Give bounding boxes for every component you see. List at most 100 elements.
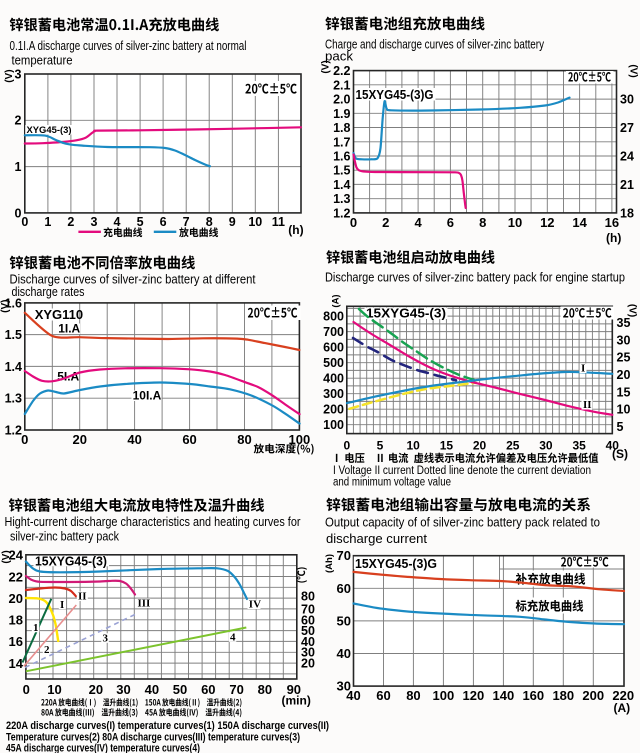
svg-text:1: 1	[33, 622, 39, 634]
svg-text:(Ah): (Ah)	[324, 554, 335, 573]
svg-text:1.4: 1.4	[333, 178, 350, 192]
svg-text:(V): (V)	[627, 304, 638, 317]
svg-text:4: 4	[230, 632, 236, 644]
svg-text:50: 50	[301, 624, 315, 638]
svg-text:2.1: 2.1	[333, 78, 350, 92]
svg-text:70: 70	[229, 682, 243, 697]
svg-text:500: 500	[323, 356, 344, 370]
svg-text:14: 14	[572, 215, 587, 230]
svg-text:5: 5	[377, 439, 384, 453]
svg-text:10: 10	[617, 403, 631, 417]
svg-text:25: 25	[617, 351, 631, 365]
svg-text:15XYG45-(3)G: 15XYG45-(3)G	[356, 87, 434, 102]
svg-text:10: 10	[407, 439, 421, 453]
svg-text:9: 9	[229, 215, 236, 229]
svg-text:11: 11	[272, 215, 285, 229]
svg-text:6: 6	[160, 215, 167, 229]
svg-text:15XYG45-(3)G: 15XYG45-(3)G	[355, 556, 437, 571]
svg-text:30: 30	[116, 682, 130, 697]
svg-text:400: 400	[323, 372, 344, 386]
svg-text:II: II	[78, 591, 87, 603]
svg-text:80: 80	[258, 682, 272, 697]
svg-text:40: 40	[337, 646, 351, 661]
svg-text:6: 6	[447, 215, 454, 230]
svg-text:(S): (S)	[612, 447, 628, 461]
svg-text:2: 2	[15, 114, 22, 128]
svg-text:0: 0	[23, 682, 30, 697]
svg-text:discharge rates: discharge rates	[12, 284, 85, 299]
svg-text:20: 20	[72, 432, 86, 447]
svg-text:200: 200	[323, 403, 344, 417]
svg-text:1.6: 1.6	[333, 149, 350, 163]
svg-text:100: 100	[433, 688, 455, 703]
svg-text:20: 20	[473, 439, 487, 453]
svg-text:(h): (h)	[288, 223, 303, 237]
svg-text:2: 2	[44, 644, 50, 656]
svg-text:20: 20	[89, 682, 103, 697]
svg-text:220A discharge curves(I) temp: 220A discharge curves(I) temperature cur…	[6, 720, 329, 732]
svg-text:30: 30	[337, 679, 351, 694]
svg-text:1.7: 1.7	[333, 135, 350, 149]
svg-text:35: 35	[617, 316, 631, 330]
svg-text:pack: pack	[325, 49, 354, 64]
svg-text:silver-zinc battery pack: silver-zinc battery pack	[10, 529, 119, 544]
svg-text:1I.A: 1I.A	[58, 322, 80, 336]
svg-text:1.2: 1.2	[5, 424, 22, 438]
svg-text:10: 10	[47, 682, 61, 697]
svg-text:Temperature curves(2) 80A dis: Temperature curves(2) 80A discharge curv…	[6, 732, 300, 744]
svg-text:4: 4	[414, 215, 422, 230]
svg-text:16: 16	[9, 634, 23, 649]
svg-text:7: 7	[183, 215, 190, 229]
svg-text:8: 8	[206, 215, 213, 229]
svg-text:II: II	[583, 399, 592, 411]
svg-text:5: 5	[137, 215, 144, 229]
svg-text:1.3: 1.3	[333, 192, 350, 206]
svg-text:1: 1	[44, 215, 51, 229]
svg-text:30: 30	[301, 646, 315, 660]
svg-text:(min): (min)	[282, 694, 311, 708]
svg-text:90: 90	[287, 682, 301, 697]
svg-text:60: 60	[376, 688, 390, 703]
svg-text:18: 18	[620, 206, 634, 220]
svg-text:IV: IV	[249, 599, 261, 611]
svg-text:4: 4	[114, 215, 121, 229]
svg-text:60: 60	[337, 581, 351, 596]
svg-text:1.6: 1.6	[5, 296, 22, 310]
svg-text:12: 12	[540, 215, 554, 230]
svg-text:140: 140	[492, 688, 514, 703]
svg-text:60: 60	[182, 432, 196, 447]
svg-text:1.8: 1.8	[333, 121, 350, 135]
svg-text:70: 70	[301, 602, 315, 616]
svg-text:10: 10	[508, 215, 522, 230]
svg-text:120: 120	[463, 688, 485, 703]
svg-text:1.5: 1.5	[333, 164, 350, 178]
svg-text:0: 0	[15, 206, 22, 220]
svg-text:40: 40	[606, 439, 620, 453]
svg-text:600: 600	[323, 341, 344, 355]
svg-text:21: 21	[620, 178, 634, 192]
svg-text:14: 14	[9, 656, 24, 671]
svg-text:10: 10	[248, 215, 262, 229]
svg-text:15: 15	[440, 439, 454, 453]
svg-text:200: 200	[582, 688, 604, 703]
svg-text:27: 27	[620, 121, 634, 135]
svg-text:2.0: 2.0	[333, 93, 350, 107]
svg-text:40: 40	[346, 688, 360, 703]
svg-text:XYG45-(3): XYG45-(3)	[27, 125, 72, 136]
svg-text:20: 20	[617, 368, 631, 382]
svg-text:discharge current: discharge current	[326, 531, 427, 546]
svg-text:20: 20	[301, 656, 315, 670]
svg-text:0: 0	[21, 215, 28, 229]
svg-text:60: 60	[301, 613, 315, 627]
svg-text:180: 180	[552, 688, 574, 703]
svg-text:25: 25	[506, 439, 520, 453]
svg-text:1.3: 1.3	[5, 392, 22, 406]
svg-text:30: 30	[620, 93, 634, 107]
svg-text:Charge and discharge curves of: Charge and discharge curves of silver-zi…	[325, 37, 544, 52]
svg-text:0: 0	[343, 439, 350, 453]
svg-text:45A discharge curves(IV) temp: 45A discharge curves(IV) temperature cur…	[6, 743, 200, 753]
svg-text:700: 700	[323, 325, 344, 339]
svg-text:0: 0	[350, 215, 357, 230]
svg-text:(V): (V)	[0, 300, 11, 313]
svg-text:24: 24	[620, 149, 634, 163]
